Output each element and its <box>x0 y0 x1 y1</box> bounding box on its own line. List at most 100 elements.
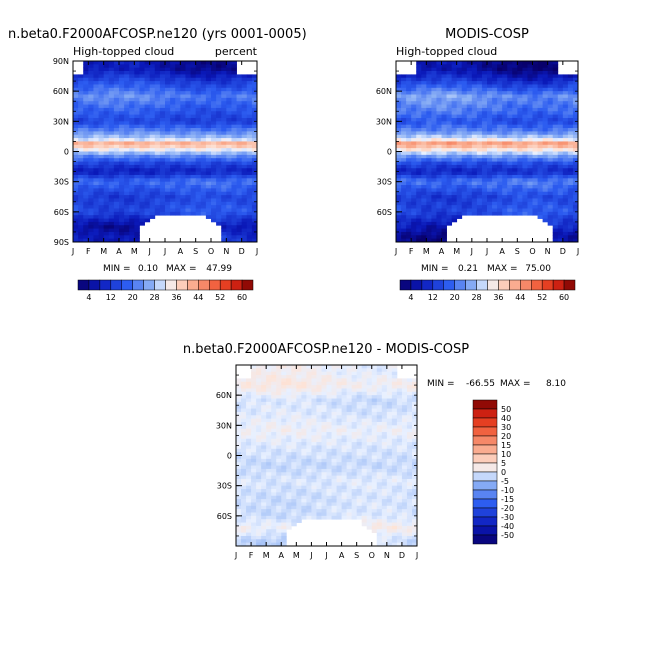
heatmap-cell <box>266 448 272 453</box>
heatmap-cell <box>557 84 564 89</box>
heatmap-cell <box>406 448 413 453</box>
heatmap-cell <box>416 174 422 179</box>
heatmap-cell <box>211 67 217 72</box>
heatmap-cell <box>456 111 463 116</box>
heatmap-cell <box>83 64 89 69</box>
heatmap-cell <box>376 395 383 399</box>
heatmap-cell <box>547 215 554 219</box>
heatmap-cell <box>371 468 378 473</box>
heatmap-cell <box>567 164 574 169</box>
heatmap-cell <box>251 442 257 446</box>
heatmap-cell <box>113 67 120 72</box>
heatmap-cell <box>537 97 544 102</box>
heatmap-cell <box>406 418 413 423</box>
heatmap-cell <box>396 128 402 132</box>
heatmap-cell <box>195 107 202 112</box>
heatmap-cell <box>386 368 393 373</box>
heatmap-cell <box>226 77 232 82</box>
heatmap-cell <box>88 168 94 173</box>
heatmap-cell <box>331 365 337 369</box>
heatmap-cell <box>532 148 538 152</box>
heatmap-cell <box>119 84 125 89</box>
heatmap-cell <box>396 107 402 112</box>
heatmap-cell <box>517 104 523 109</box>
heatmap-cell <box>241 462 247 466</box>
heatmap-cell <box>226 168 232 173</box>
heatmap-cell <box>562 141 569 146</box>
heatmap-cell <box>261 375 267 379</box>
heatmap-cell <box>246 188 253 193</box>
heatmap-cell <box>306 391 312 396</box>
heatmap-cell <box>170 128 176 132</box>
heatmap-cell <box>366 391 373 396</box>
heatmap-cell <box>139 111 145 116</box>
heatmap-cell <box>522 71 528 75</box>
heatmap-cell <box>221 181 227 186</box>
heatmap-cell <box>205 134 212 139</box>
heatmap-cell <box>241 448 247 453</box>
heatmap-cell <box>276 435 282 440</box>
heatmap-cell <box>441 211 447 216</box>
heatmap-cell <box>411 432 418 436</box>
heatmap-cell <box>517 178 523 183</box>
heatmap-cell <box>251 435 257 440</box>
heatmap-cell <box>326 428 332 433</box>
heatmap-cell <box>431 107 437 112</box>
heatmap-cell <box>170 87 176 92</box>
heatmap-cell <box>522 61 528 65</box>
heatmap-cell <box>246 74 253 79</box>
heatmap-cell <box>129 74 135 79</box>
heatmap-cell <box>246 425 252 430</box>
heatmap-cell <box>466 185 473 189</box>
heatmap-cell <box>246 445 252 450</box>
heatmap-cell <box>476 104 483 109</box>
heatmap-cell <box>246 148 253 152</box>
heatmap-cell <box>562 81 569 85</box>
heatmap-cell <box>502 67 508 72</box>
heatmap-cell <box>251 432 257 436</box>
heatmap-cell <box>426 77 432 82</box>
heatmap-cell <box>311 432 317 436</box>
heatmap-cell <box>236 191 243 196</box>
heatmap-cell <box>326 375 332 379</box>
heatmap-cell <box>396 104 402 109</box>
panel1-colorbar-swatch <box>198 279 210 291</box>
heatmap-cell <box>351 421 358 426</box>
panel1-ytick-label: 0 <box>64 148 69 157</box>
heatmap-cell <box>391 472 398 477</box>
heatmap-cell <box>119 104 125 109</box>
heatmap-cell <box>552 191 559 196</box>
heatmap-cell <box>366 435 373 440</box>
heatmap-cell <box>517 154 523 159</box>
heatmap-cell <box>113 64 120 69</box>
heatmap-cell <box>175 181 181 186</box>
heatmap-cell <box>221 104 227 109</box>
heatmap-cell <box>103 67 110 72</box>
heatmap-cell <box>134 114 140 119</box>
panel2-colorbar-swatch <box>432 279 444 291</box>
heatmap-cell <box>396 458 403 463</box>
heatmap-cell <box>507 158 513 162</box>
heatmap-cell <box>251 178 258 183</box>
heatmap-cell <box>446 191 453 196</box>
heatmap-cell <box>93 87 99 92</box>
heatmap-cell <box>386 448 393 453</box>
heatmap-cell <box>241 205 248 209</box>
panel2-colorbar-swatch <box>563 279 576 291</box>
heatmap-cell <box>487 141 493 146</box>
heatmap-cell <box>231 235 237 240</box>
heatmap-cell <box>376 421 383 426</box>
heatmap-cell <box>83 128 89 132</box>
heatmap-cell <box>436 168 442 173</box>
heatmap-cell <box>296 432 302 436</box>
heatmap-cell <box>256 375 262 379</box>
heatmap-cell <box>216 101 222 105</box>
heatmap-cell <box>221 141 227 146</box>
heatmap-cell <box>159 138 166 142</box>
heatmap-cell <box>456 114 463 119</box>
heatmap-cell <box>421 67 427 72</box>
heatmap-cell <box>236 235 243 240</box>
heatmap-cell <box>572 221 579 226</box>
heatmap-cell <box>537 164 544 169</box>
heatmap-cell <box>451 154 458 159</box>
